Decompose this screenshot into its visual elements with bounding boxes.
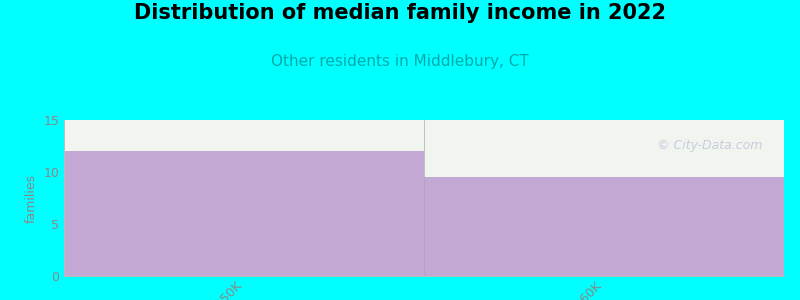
Bar: [424, 177, 784, 276]
Bar: [64, 151, 424, 276]
Text: Other residents in Middlebury, CT: Other residents in Middlebury, CT: [271, 54, 529, 69]
Text: Distribution of median family income in 2022: Distribution of median family income in …: [134, 3, 666, 23]
Y-axis label: families: families: [25, 173, 38, 223]
Text: © City-Data.com: © City-Data.com: [657, 139, 762, 152]
